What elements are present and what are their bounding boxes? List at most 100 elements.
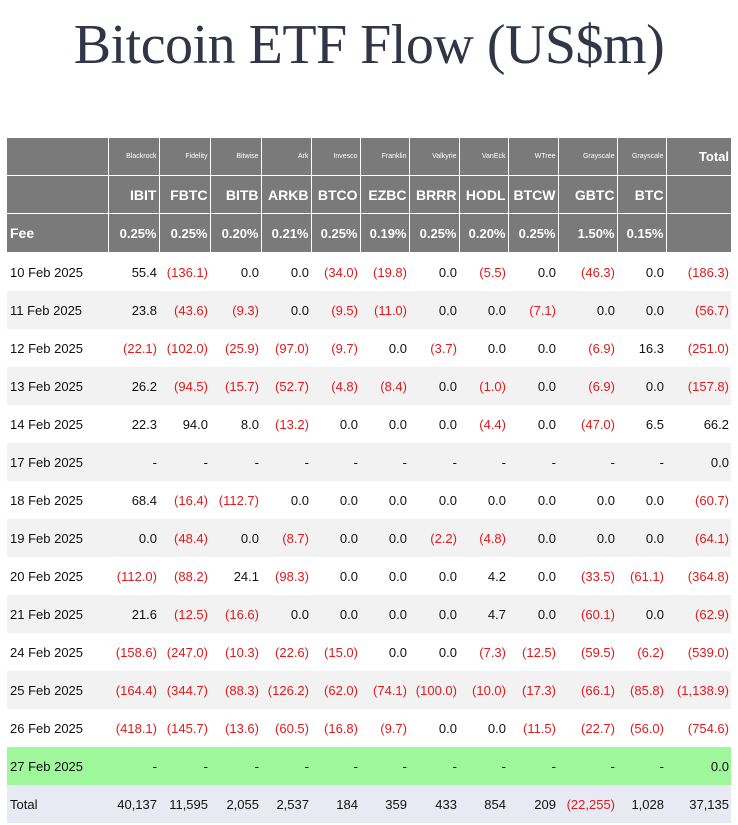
- flow-cell: (7.3): [459, 633, 508, 671]
- flow-cell: 0.0: [409, 595, 459, 633]
- issuer-header: Bitwise: [210, 138, 262, 176]
- flow-cell: 0.0: [360, 633, 409, 671]
- row-total: (364.8): [666, 557, 731, 595]
- flow-cell: 0.0: [261, 481, 311, 519]
- flow-cell: (88.2): [159, 557, 210, 595]
- issuer-header: Grayscale: [558, 138, 618, 176]
- flow-cell: -: [617, 443, 666, 481]
- row-date: 10 Feb 2025: [7, 252, 108, 291]
- row-date: 27 Feb 2025: [7, 747, 108, 785]
- etf-flow-table: Blackrock Fidelity Bitwise Ark Invesco F…: [7, 138, 731, 823]
- ticker-header: ARKB: [261, 175, 312, 214]
- table-row: 17 Feb 2025- - - - - - - - - - -0.0: [7, 443, 731, 481]
- flow-cell: -: [210, 747, 261, 785]
- flow-cell: 0.0: [617, 367, 666, 405]
- flow-cell: 0.0: [360, 329, 409, 367]
- flow-cell: 0.0: [459, 481, 508, 519]
- flow-cell: (2.2): [409, 519, 459, 557]
- flow-cell: 0.0: [311, 481, 360, 519]
- issuer-header: Invesco: [311, 138, 361, 176]
- row-total: (62.9): [666, 595, 731, 633]
- flow-cell: 0.0: [409, 291, 459, 329]
- table-row: 18 Feb 2025 68.4 (16.4) (112.7) 0.0 0.0 0.0 0.0…: [7, 481, 731, 519]
- flow-cell: (52.7): [261, 367, 311, 405]
- issuer-header: Blackrock: [108, 138, 160, 176]
- flow-cell: (13.2): [261, 405, 311, 443]
- header-blank: [666, 213, 731, 253]
- flow-cell: (158.6): [108, 633, 159, 671]
- flow-cell: -: [108, 443, 159, 481]
- total-cell: 209: [508, 785, 558, 823]
- row-date: 21 Feb 2025: [7, 595, 108, 633]
- flow-cell: (102.0): [159, 329, 210, 367]
- flow-cell: (112.7): [210, 481, 261, 519]
- flow-cell: -: [508, 443, 558, 481]
- ticker-header: BRRR: [409, 175, 460, 214]
- table-row: 14 Feb 2025 22.3 94.0 8.0 (13.2) 0.0 0.0 0.0 (4.…: [7, 405, 731, 443]
- fee-row: Fee 0.25% 0.25% 0.20% 0.21% 0.25% 0.19% …: [7, 213, 731, 253]
- row-date: 25 Feb 2025: [7, 671, 108, 709]
- flow-cell: (22.1): [108, 329, 159, 367]
- flow-cell: (12.5): [159, 595, 210, 633]
- flow-cell: 0.0: [508, 329, 558, 367]
- flow-cell: 0.0: [459, 329, 508, 367]
- ticker-header: BTCO: [311, 175, 361, 214]
- issuer-header: Franklin: [360, 138, 410, 176]
- total-cell: 359: [360, 785, 409, 823]
- ticker-header: FBTC: [159, 175, 211, 214]
- total-cell: 854: [459, 785, 508, 823]
- flow-cell: 0.0: [360, 405, 409, 443]
- row-total: (56.7): [666, 291, 731, 329]
- flow-cell: -: [159, 747, 210, 785]
- flow-cell: 0.0: [508, 252, 558, 291]
- flow-cell: 0.0: [360, 595, 409, 633]
- flow-cell: -: [210, 443, 261, 481]
- row-date: 12 Feb 2025: [7, 329, 108, 367]
- total-cell: 433: [409, 785, 459, 823]
- flow-cell: (60.5): [261, 709, 311, 747]
- flow-cell: (126.2): [261, 671, 311, 709]
- flow-cell: 4.2: [459, 557, 508, 595]
- flow-cell: (22.7): [558, 709, 617, 747]
- flow-cell: 0.0: [409, 481, 459, 519]
- flow-cell: 22.3: [108, 405, 159, 443]
- flow-cell: 0.0: [508, 481, 558, 519]
- flow-cell: 0.0: [617, 595, 666, 633]
- flow-cell: (164.4): [108, 671, 159, 709]
- flow-cell: -: [459, 747, 508, 785]
- flow-cell: 0.0: [617, 252, 666, 291]
- issuer-header-row: Blackrock Fidelity Bitwise Ark Invesco F…: [7, 138, 731, 176]
- flow-cell: (10.3): [210, 633, 261, 671]
- flow-cell: 0.0: [108, 519, 159, 557]
- flow-cell: -: [558, 443, 617, 481]
- issuer-header: Grayscale: [617, 138, 667, 176]
- table-row: 20 Feb 2025 (112.0) (88.2) 24.1 (98.3) 0.0 0.0…: [7, 557, 731, 595]
- fee-label: Fee: [7, 213, 109, 253]
- totals-label: Total: [7, 785, 108, 823]
- flow-cell: -: [459, 443, 508, 481]
- flow-cell: 26.2: [108, 367, 159, 405]
- flow-cell: (47.0): [558, 405, 617, 443]
- flow-cell: (43.6): [159, 291, 210, 329]
- flow-cell: (62.0): [311, 671, 360, 709]
- fee-value: 0.15%: [617, 213, 667, 253]
- flow-cell: 0.0: [409, 633, 459, 671]
- fee-value: 0.21%: [261, 213, 312, 253]
- flow-cell: (13.6): [210, 709, 261, 747]
- table-row: 19 Feb 2025 0.0 (48.4) 0.0 (8.7) 0.0 0.0 (2.2)(…: [7, 519, 731, 557]
- flow-cell: (4.8): [459, 519, 508, 557]
- flow-cell: 0.0: [261, 595, 311, 633]
- flow-cell: 23.8: [108, 291, 159, 329]
- row-total: (539.0): [666, 633, 731, 671]
- row-total: (60.7): [666, 481, 731, 519]
- row-date: 19 Feb 2025: [7, 519, 108, 557]
- flow-table-body: 10 Feb 2025 55.4 (136.1) 0.0 0.0 (34.0) (19.8)…: [7, 252, 731, 823]
- ticker-header-row: IBIT FBTC BITB ARKB BTCO EZBC BRRR HODL …: [7, 175, 731, 214]
- table-row: 27 Feb 2025- - - - - - - - - - -0.0: [7, 747, 731, 785]
- flow-cell: (9.5): [311, 291, 360, 329]
- flow-cell: 0.0: [459, 291, 508, 329]
- row-date: 17 Feb 2025: [7, 443, 108, 481]
- flow-cell: (19.8): [360, 252, 409, 291]
- flow-cell: (11.5): [508, 709, 558, 747]
- fee-value: 0.19%: [360, 213, 410, 253]
